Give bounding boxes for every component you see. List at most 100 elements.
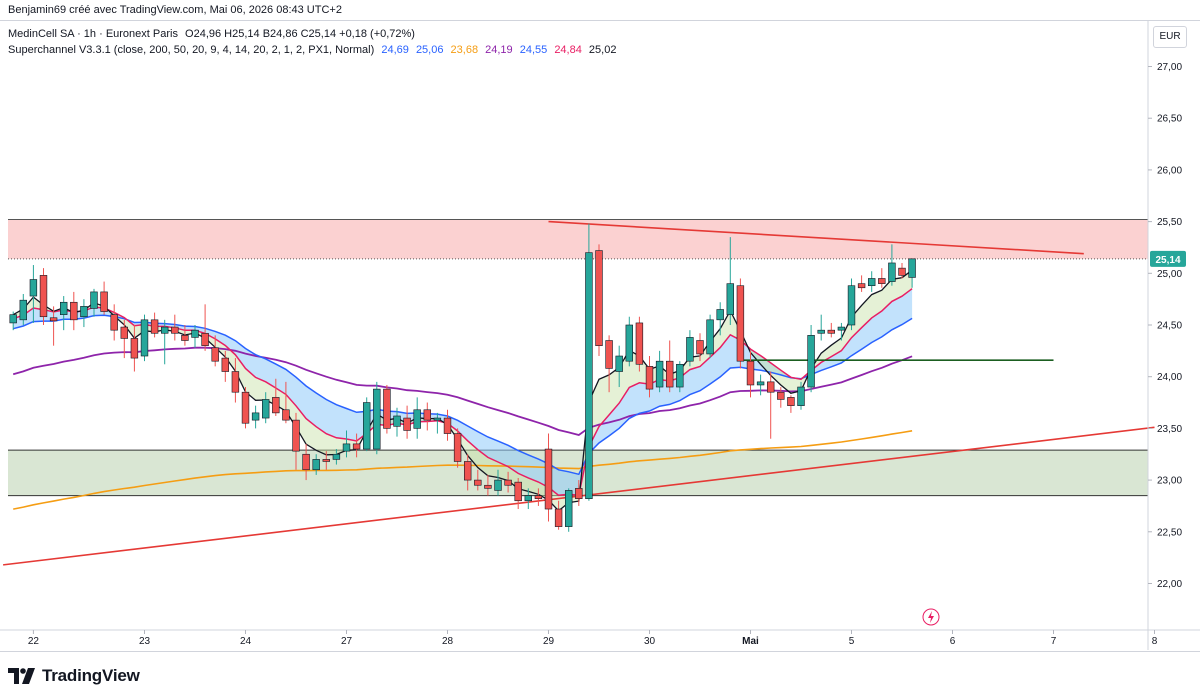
candle-body [534, 495, 543, 499]
chart-caption: Benjamin69 créé avec TradingView.com, Ma… [8, 4, 342, 16]
candle-body [362, 402, 371, 450]
axis-layer: 27,00 26,50 26,00 25,50 25,00 24,50 24,00 23,50… [0, 20, 1200, 650]
candle [585, 223, 593, 501]
candle [504, 471, 512, 493]
candle [231, 358, 240, 403]
y-tick-label: 27,00 [1157, 62, 1182, 73]
x-tick-label: 5 [849, 636, 855, 647]
y-tick-label: 25,50 [1157, 217, 1182, 228]
candle-body [635, 322, 644, 365]
candle [221, 350, 229, 382]
candle [756, 374, 765, 396]
currency-button[interactable]: EUR [1153, 26, 1187, 48]
candle-body [39, 275, 48, 318]
candle-body [312, 459, 320, 471]
candle-body [191, 329, 199, 338]
candle-body [100, 291, 108, 312]
candle-body [29, 279, 38, 297]
candle [575, 480, 583, 506]
y-tick-label: 23,00 [1157, 476, 1182, 487]
candle [867, 271, 876, 292]
candle-body [130, 338, 139, 359]
candle [241, 387, 250, 429]
alert-lightning-icon [922, 608, 940, 626]
candle [29, 265, 38, 323]
candle-body [504, 479, 512, 486]
candle-body [70, 301, 78, 321]
lightning-icon [928, 611, 934, 623]
candle-body [817, 329, 825, 334]
candle-body [857, 283, 866, 289]
candle [817, 314, 825, 341]
chart-legend: MedinCell SA · 1h · Euronext Paris O24,9… [8, 26, 616, 58]
candle-body [837, 326, 846, 331]
candle-body [19, 299, 27, 321]
candle [120, 319, 129, 359]
candle-body [726, 283, 735, 315]
x-tick-label: 22 [28, 636, 40, 647]
ohlc-values: O24,96 H25,14 B24,86 C25,14 +0,18 (+0,72… [185, 28, 415, 40]
brand-footer: TradingView [8, 662, 140, 690]
last-price-badge [1150, 250, 1186, 267]
candle-body [474, 479, 482, 486]
candle-body [847, 285, 856, 326]
candle [413, 397, 421, 439]
candle-body [615, 355, 623, 372]
candle [474, 469, 482, 491]
candle [726, 237, 735, 325]
candle [736, 278, 745, 369]
candle-body [393, 415, 401, 427]
y-tick-label: 26,00 [1157, 165, 1182, 176]
candle-body [514, 481, 522, 502]
candle [251, 405, 260, 429]
brand-label[interactable]: TradingView [42, 666, 140, 685]
candle-body [140, 319, 149, 357]
indicator-value: 24,55 [519, 44, 548, 56]
candle [898, 262, 906, 279]
candle-body [665, 360, 674, 388]
candle [878, 268, 886, 288]
candle-body [231, 371, 240, 393]
candle-body [625, 324, 634, 362]
candle-body [716, 309, 724, 321]
ema-mid-line [12, 288, 913, 497]
candle [393, 407, 401, 437]
indicator-name[interactable]: Superchannel V3.3.1 (close, 200, 50, 20,… [8, 44, 375, 56]
x-tick-label: Mai [742, 636, 759, 647]
candle [362, 397, 371, 452]
price-chart[interactable]: 27,00 26,50 26,00 25,50 25,00 24,50 24,00 23,50… [0, 20, 1200, 650]
candle [564, 488, 573, 532]
candle [261, 392, 270, 424]
tradingview-logo-icon [8, 668, 35, 684]
candle-body [181, 335, 189, 341]
candle-body [383, 388, 391, 429]
candle [847, 278, 856, 331]
x-tick-label: 28 [442, 636, 454, 647]
candle [211, 335, 219, 367]
candle-body [575, 488, 583, 499]
candle [797, 381, 805, 410]
candle [524, 488, 533, 510]
x-tick-label: 24 [240, 636, 252, 647]
candle-body [59, 301, 68, 315]
y-tick-label: 23,50 [1157, 424, 1182, 435]
candle-body [686, 337, 694, 362]
candle-body [585, 252, 593, 499]
candle [908, 258, 916, 288]
candle [403, 405, 411, 439]
candle-body [453, 433, 462, 462]
candle [827, 322, 836, 338]
candle [383, 384, 391, 434]
candle [130, 325, 139, 372]
indicator-row: Superchannel V3.3.1 (close, 200, 50, 20,… [8, 42, 616, 58]
candle-body [797, 386, 805, 406]
candle [70, 291, 78, 331]
symbol-line[interactable]: MedinCell SA · 1h · Euronext Paris [8, 28, 178, 40]
candle-body [787, 397, 795, 406]
x-tick-label: 23 [139, 636, 151, 647]
candle [39, 268, 48, 325]
candle-body [524, 495, 533, 502]
candle-body [898, 267, 906, 276]
candle [352, 433, 361, 458]
candle-body [9, 314, 17, 324]
